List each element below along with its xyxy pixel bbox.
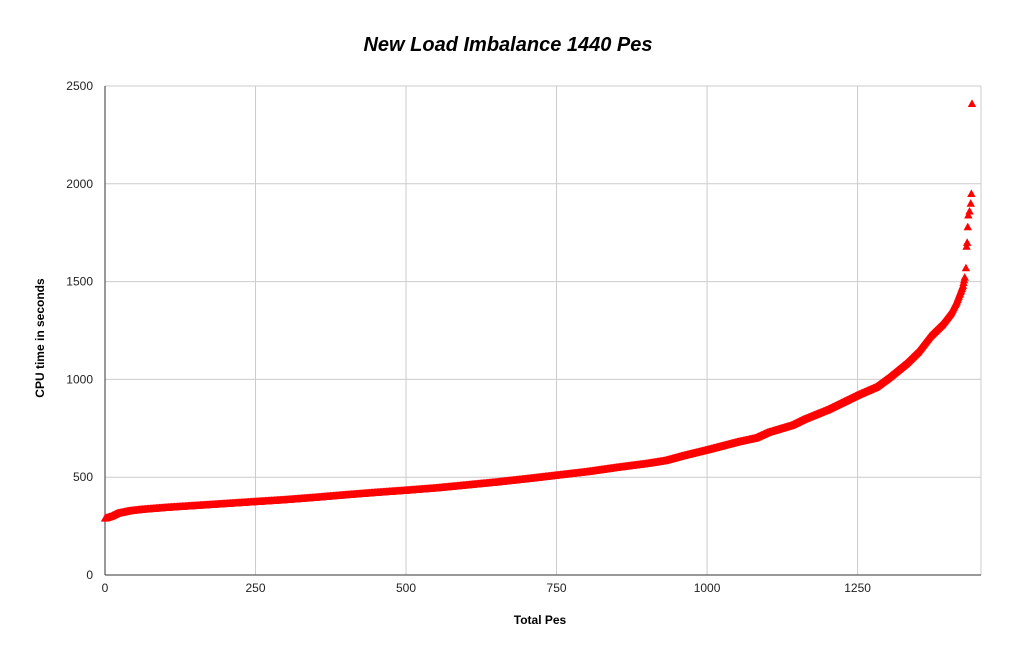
x-tick-label: 250: [245, 581, 265, 595]
grid: [105, 85, 982, 575]
data-point: [965, 206, 974, 215]
x-tick-label: 750: [547, 581, 567, 595]
y-tick-label: 1000: [66, 372, 93, 386]
data-point: [966, 199, 975, 207]
chart-title: New Load Imbalance 1440 Pes: [363, 34, 652, 56]
x-tick-label: 500: [396, 581, 416, 595]
data-point: [960, 273, 969, 281]
y-tick-label: 2500: [66, 79, 93, 93]
data-point: [962, 242, 971, 250]
x-tick-label: 1250: [844, 581, 871, 595]
y-tick-label: 0: [86, 568, 93, 582]
data-point: [964, 210, 973, 219]
data-point: [961, 263, 971, 272]
y-tick-label: 2000: [66, 177, 93, 191]
tick-labels: 0 500 1000 1500 2000 2500 0 250 500 750 1000 1250: [66, 79, 871, 595]
data-point: [967, 99, 977, 107]
axes: [104, 86, 981, 576]
x-tick-label: 1000: [694, 581, 721, 595]
y-tick-label: 1500: [66, 275, 93, 289]
data-point: [963, 222, 972, 231]
y-tick-label: 500: [73, 470, 93, 484]
data-point: [962, 238, 972, 246]
y-axis-title: CPU time in seconds: [33, 278, 47, 398]
x-tick-label: 0: [102, 581, 109, 595]
data-series: [100, 99, 977, 522]
data-point: [967, 189, 976, 197]
x-axis-title: Total Pes: [514, 613, 567, 627]
